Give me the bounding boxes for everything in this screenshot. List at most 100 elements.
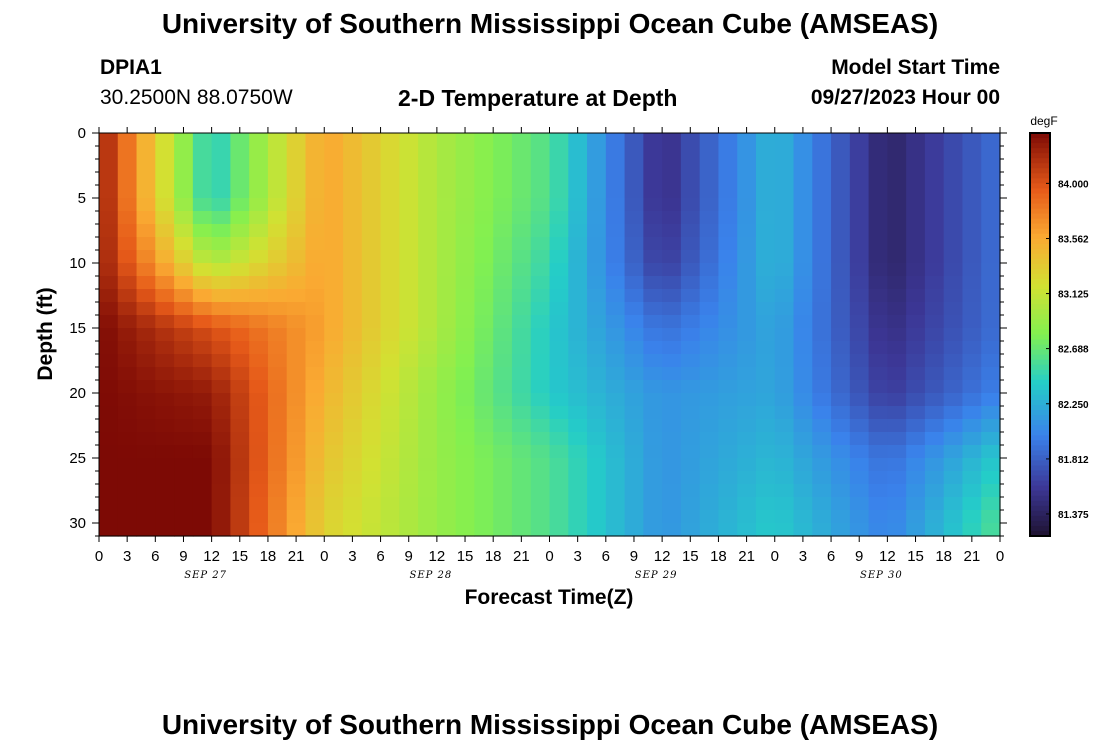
colorbar-swatch [1030,374,1050,381]
heatmap-cell [849,198,870,212]
heatmap-cell [831,367,851,381]
heatmap-cell [249,172,269,186]
heatmap-cell [493,419,513,433]
heatmap-cell [549,133,569,147]
date-labels: SEP 27 SEP 28 SEP 29 SEP 30 [184,570,902,581]
heatmap-cell [605,380,626,394]
heatmap-cell [812,159,832,173]
heatmap-cell [755,523,776,537]
x-tick-label: 21 [288,548,305,565]
heatmap-cell [812,341,832,355]
heatmap-cell [418,146,438,160]
heatmap-cell [155,315,175,329]
heatmap-cell [774,445,795,459]
heatmap-cell [174,380,194,394]
heatmap-cell [887,146,907,160]
heatmap-cell [267,471,288,485]
heatmap-cell [249,471,269,485]
heatmap-cell [511,471,532,485]
heatmap-cell [211,510,231,524]
heatmap-cell [99,367,119,381]
heatmap-cell [99,146,119,160]
heatmap-cell [718,263,738,277]
heatmap-cell [117,198,138,212]
heatmap-cell [192,445,213,459]
heatmap-cell [943,146,964,160]
heatmap-cell [868,198,888,212]
heatmap-cell [136,484,156,498]
heatmap-cell [981,510,1001,524]
heatmap-cell [812,250,832,264]
heatmap-cell [831,328,851,342]
heatmap-cell [831,341,851,355]
heatmap-cell [211,328,231,342]
heatmap-cell [549,380,569,394]
heatmap-cell [380,289,400,303]
heatmap-cell [887,419,907,433]
colorbar-swatch [1030,415,1050,421]
heatmap-cell [568,367,588,381]
heatmap-cell [249,406,269,420]
heatmap-cell [361,172,382,186]
heatmap-cell [624,159,644,173]
heatmap-cell [755,289,776,303]
heatmap-cell [117,523,138,537]
heatmap-cell [418,263,438,277]
heatmap-cell [211,172,231,186]
heatmap-cell [549,328,569,342]
heatmap-cell [530,172,551,186]
heatmap-cell [399,172,419,186]
heatmap-cell [849,211,870,225]
heatmap-cell [511,276,532,290]
heatmap-cell [305,510,325,524]
heatmap-cell [324,458,344,472]
x-tick-label: 9 [405,548,413,565]
heatmap-cell [511,367,532,381]
heatmap-cell [455,315,476,329]
heatmap-cell [380,510,400,524]
heatmap-cell [643,224,663,238]
heatmap-cell [493,406,513,420]
heatmap-cell [680,471,701,485]
colorbar-swatch [1030,515,1050,522]
x-tick-label: 18 [485,548,502,565]
heatmap-cell [211,354,231,368]
heatmap-cell [962,393,982,407]
heatmap-cell [230,419,250,433]
heatmap-cell [680,250,701,264]
heatmap-cell [174,354,194,368]
heatmap-cell [99,484,119,498]
heatmap-cell [568,354,588,368]
heatmap-cell [774,198,795,212]
x-tick-label: 6 [827,548,835,565]
heatmap-cell [943,432,964,446]
heatmap-cell [737,354,757,368]
heatmap-cell [699,276,720,290]
heatmap-cell [493,380,513,394]
heatmap-cell [418,159,438,173]
heatmap-cell [267,250,288,264]
heatmap-cell [99,419,119,433]
heatmap-cell [718,367,738,381]
heatmap-cell [755,302,776,316]
colorbar-swatch [1030,450,1050,456]
heatmap-cell [174,328,194,342]
heatmap-cell [680,406,701,420]
heatmap-cell [943,458,964,472]
heatmap-cell [267,445,288,459]
heatmap-cell [305,497,325,511]
heatmap-cell [192,198,213,212]
heatmap-cell [493,523,513,537]
heatmap-cell [324,315,344,329]
heatmap-cell [943,302,964,316]
heatmap-cell [305,276,325,290]
heatmap-cell [849,458,870,472]
heatmap-cell [530,237,551,251]
heatmap-cell [474,133,494,147]
x-tick-label: 9 [630,548,638,565]
heatmap-cell [249,237,269,251]
heatmap-cell [774,172,795,186]
heatmap-cell [774,315,795,329]
heatmap-cell [643,458,663,472]
heatmap-cell [587,237,607,251]
